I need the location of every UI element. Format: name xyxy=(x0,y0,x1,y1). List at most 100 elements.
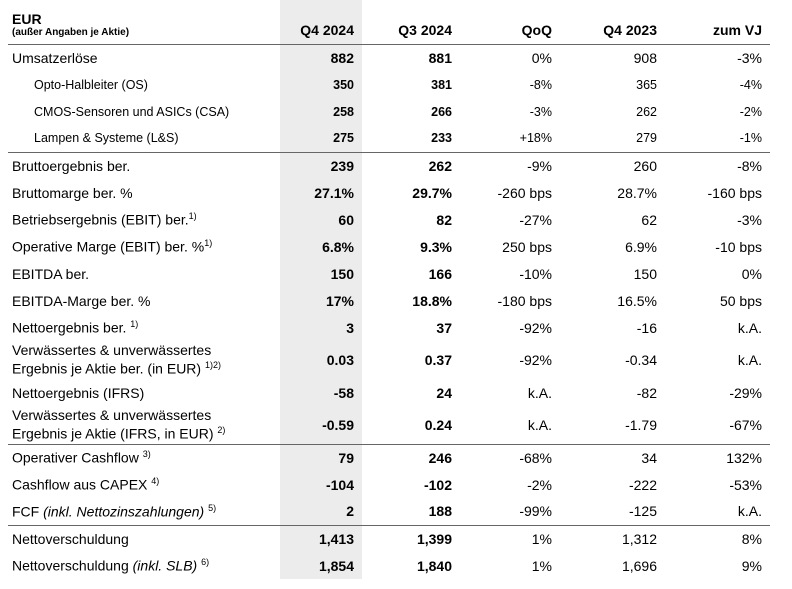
value-cell: -260 bps xyxy=(497,184,552,201)
value-cell: 0.03 xyxy=(280,341,362,379)
currency-note: (außer Angaben je Aktie) xyxy=(12,26,130,38)
value-cell: -58 xyxy=(280,379,362,406)
value-cell: 1,413 xyxy=(280,524,362,552)
label-text: Ergebnis je Aktie ber. (in EUR) xyxy=(12,360,205,377)
value-cell: 18.8% xyxy=(412,292,452,309)
value-cell: -27% xyxy=(519,211,552,228)
column-header: Q4 2024 xyxy=(280,0,362,45)
label-text: CMOS-Sensoren und ASICs (CSA) xyxy=(34,104,230,119)
footnote: 1) xyxy=(188,211,197,222)
footnote: 1) xyxy=(204,238,213,249)
row-label: Bruttoergebnis ber. xyxy=(8,151,280,179)
label-text: Operative Marge (EBIT) ber. % xyxy=(12,238,205,255)
value-cell: 34 xyxy=(560,443,665,471)
value-cell: 246 xyxy=(362,443,460,471)
value-cell: 365 xyxy=(636,77,657,92)
footnote: 6) xyxy=(201,557,210,568)
value-cell: 132% xyxy=(665,443,770,471)
table-row: Opto-Halbleiter (OS) 350 381 -8% 365 -4% xyxy=(8,71,770,98)
value-cell: 881 xyxy=(362,43,460,71)
footnote: 1)2) xyxy=(204,360,221,371)
value-cell: 275 xyxy=(280,125,362,152)
label-text: Umsatzerlöse xyxy=(12,49,98,66)
table-row: CMOS-Sensoren und ASICs (CSA) 258 266 -3% 26… xyxy=(8,98,770,125)
label-line: Ergebnis je Aktie ber. (in EUR) 1)2) xyxy=(12,358,272,377)
value-cell: 1,399 xyxy=(362,524,460,552)
label-text: Operativer Cashflow xyxy=(12,450,143,467)
value-cell: -92% xyxy=(519,352,552,368)
column-header: QoQ xyxy=(460,0,560,45)
value-cell: -99% xyxy=(519,503,552,520)
value-cell: -0.59 xyxy=(280,406,362,444)
label-italic: (inkl. Nettozinszahlungen) xyxy=(43,503,209,520)
value-cell: 9% xyxy=(741,557,762,574)
value-cell: 0% xyxy=(741,265,762,282)
row-label: Nettoergebnis ber. 1) xyxy=(8,314,280,341)
table-row: Nettoverschuldung 1,413 1,399 1% 1,312 8% xyxy=(8,524,770,552)
row-label: Bruttomarge ber. % xyxy=(8,179,280,206)
header-row: EUR (außer Angaben je Aktie) Q4 2024 Q3 2… xyxy=(8,0,770,45)
value-cell: 150 xyxy=(280,260,362,287)
label-line: Verwässertes & unverwässertes xyxy=(12,343,272,358)
value-cell: 1% xyxy=(460,524,560,552)
value-cell: 1,840 xyxy=(416,557,452,574)
label-text: Nettoverschuldung xyxy=(12,557,133,574)
table-row: Nettoverschuldung (inkl. SLB) 6) 1,854 1,8… xyxy=(8,552,770,579)
label-text: EBITDA ber. xyxy=(12,265,90,282)
row-label: Betriebsergebnis (EBIT) ber.1) xyxy=(8,206,280,233)
value-cell: 29.7% xyxy=(412,184,452,201)
value-cell: -68% xyxy=(460,443,560,471)
value-cell: 258 xyxy=(280,98,362,125)
table-row: Bruttomarge ber. % 27.1% 29.7% -260 bps 28.7… xyxy=(8,179,770,206)
value-cell: -104 xyxy=(280,471,362,498)
value-cell: -10 bps xyxy=(715,238,762,255)
value-cell: -10% xyxy=(519,265,552,282)
table-row: Nettoergebnis ber. 1) 3 37 -92% -16 k.A. xyxy=(8,314,770,341)
label-text: EBITDA-Marge ber. % xyxy=(12,292,151,309)
value-cell: k.A. xyxy=(737,503,762,520)
row-label: Nettoverschuldung (inkl. SLB) 6) xyxy=(8,552,280,579)
value-cell: 1,696 xyxy=(621,557,657,574)
value-cell: 381 xyxy=(431,77,452,92)
row-label: Lampen & Systeme (L&S) xyxy=(8,125,280,152)
value-cell: 8% xyxy=(665,524,770,552)
label-text: Nettoergebnis (IFRS) xyxy=(12,384,145,401)
value-cell: -8% xyxy=(665,151,770,179)
label-text: Verwässertes & unverwässertes xyxy=(12,406,212,423)
row-label: Opto-Halbleiter (OS) xyxy=(8,71,280,98)
value-cell: 1,312 xyxy=(560,524,665,552)
row-label: Verwässertes & unverwässertes Ergebnis je… xyxy=(8,406,280,444)
value-cell: 188 xyxy=(428,503,452,520)
value-cell: 1,854 xyxy=(280,552,362,579)
row-label: Operative Marge (EBIT) ber. %1) xyxy=(8,233,280,260)
value-cell: 6.9% xyxy=(625,238,657,255)
value-cell: -82 xyxy=(636,384,657,401)
label-text: Bruttomarge ber. % xyxy=(12,184,133,201)
table-header: EUR (außer Angaben je Aktie) Q4 2024 Q3 2… xyxy=(8,0,770,45)
value-cell: -3% xyxy=(665,43,770,71)
label-line: Verwässertes & unverwässertes xyxy=(12,406,272,423)
value-cell: k.A. xyxy=(527,416,552,433)
footnote: 4) xyxy=(151,476,160,487)
value-cell: -0.34 xyxy=(625,352,657,368)
value-cell: -53% xyxy=(729,476,762,493)
label-text: Nettoergebnis ber. xyxy=(12,319,131,336)
value-cell: -8% xyxy=(529,77,552,92)
value-cell: 9.3% xyxy=(420,238,452,255)
value-cell: k.A. xyxy=(737,352,762,368)
value-cell: -16 xyxy=(636,319,657,336)
value-cell: 266 xyxy=(431,104,452,119)
value-cell: +18% xyxy=(519,131,552,146)
label-text: Lampen & Systeme (L&S) xyxy=(34,131,179,146)
value-cell: k.A. xyxy=(737,319,762,336)
value-cell: 82 xyxy=(436,211,452,228)
footnote: 5) xyxy=(208,502,217,513)
value-cell: 0.24 xyxy=(424,416,452,433)
value-cell: 24 xyxy=(436,384,452,401)
row-label: Operativer Cashflow 3) xyxy=(8,443,280,471)
value-cell: 17% xyxy=(280,287,362,314)
label-text: Opto-Halbleiter (OS) xyxy=(34,77,148,92)
value-cell: -29% xyxy=(729,384,762,401)
table-row: Umsatzerlöse 882 881 0% 908 -3% xyxy=(8,43,770,71)
table-row: Cashflow aus CAPEX 4) -104 -102 -2% -222 -53% xyxy=(8,471,770,498)
